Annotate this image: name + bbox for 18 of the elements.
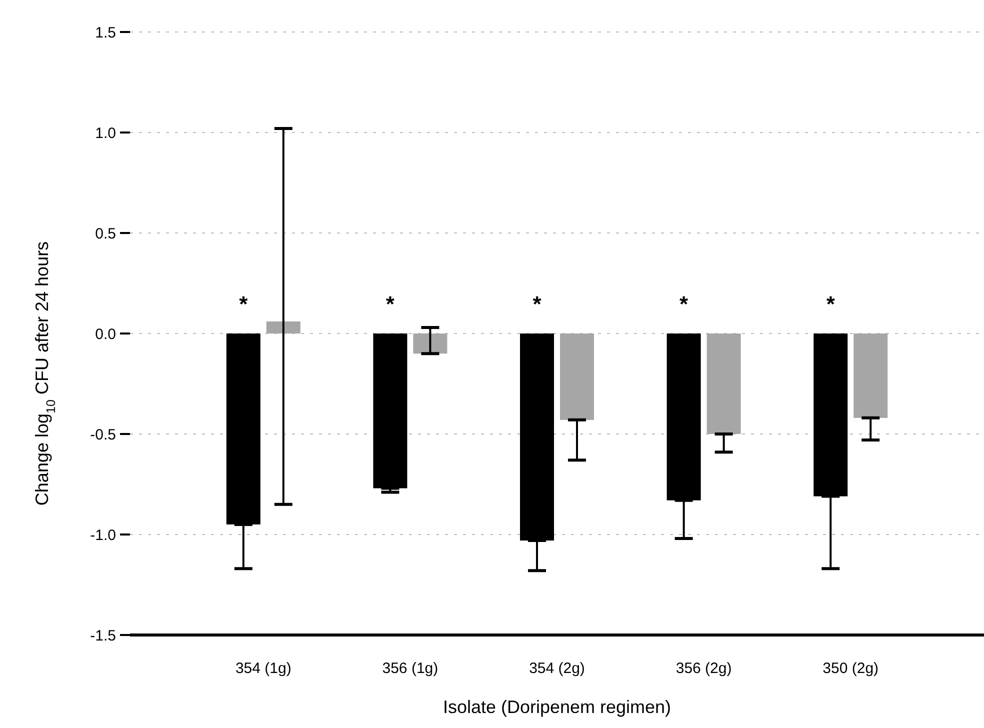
x-tick-label: 356 (2g) bbox=[676, 660, 732, 677]
annotation: * bbox=[239, 292, 248, 316]
annotation: * bbox=[680, 292, 689, 316]
y-tick-label: -1.5 bbox=[90, 627, 116, 644]
y-tick-label: 1.5 bbox=[95, 24, 116, 42]
x-tick-label: 354 (1g) bbox=[235, 660, 292, 677]
x-axis-title: Isolate (Doripenem regimen) bbox=[442, 697, 672, 717]
y-tick-label: 0.5 bbox=[95, 225, 116, 242]
x-tick-label: 350 (2g) bbox=[822, 660, 879, 677]
y-tick-label: -1.0 bbox=[90, 526, 116, 544]
annotation: * bbox=[386, 292, 395, 316]
x-tick-label: 356 (1g) bbox=[382, 660, 438, 677]
y-tick-label: -0.5 bbox=[90, 426, 116, 444]
x-tick-label: 354 (2g) bbox=[529, 660, 585, 677]
annotation: * bbox=[826, 292, 836, 316]
annotation: * bbox=[532, 292, 542, 316]
y-tick-label: 0.0 bbox=[95, 326, 116, 343]
y-tick-label: 1.0 bbox=[95, 124, 116, 142]
